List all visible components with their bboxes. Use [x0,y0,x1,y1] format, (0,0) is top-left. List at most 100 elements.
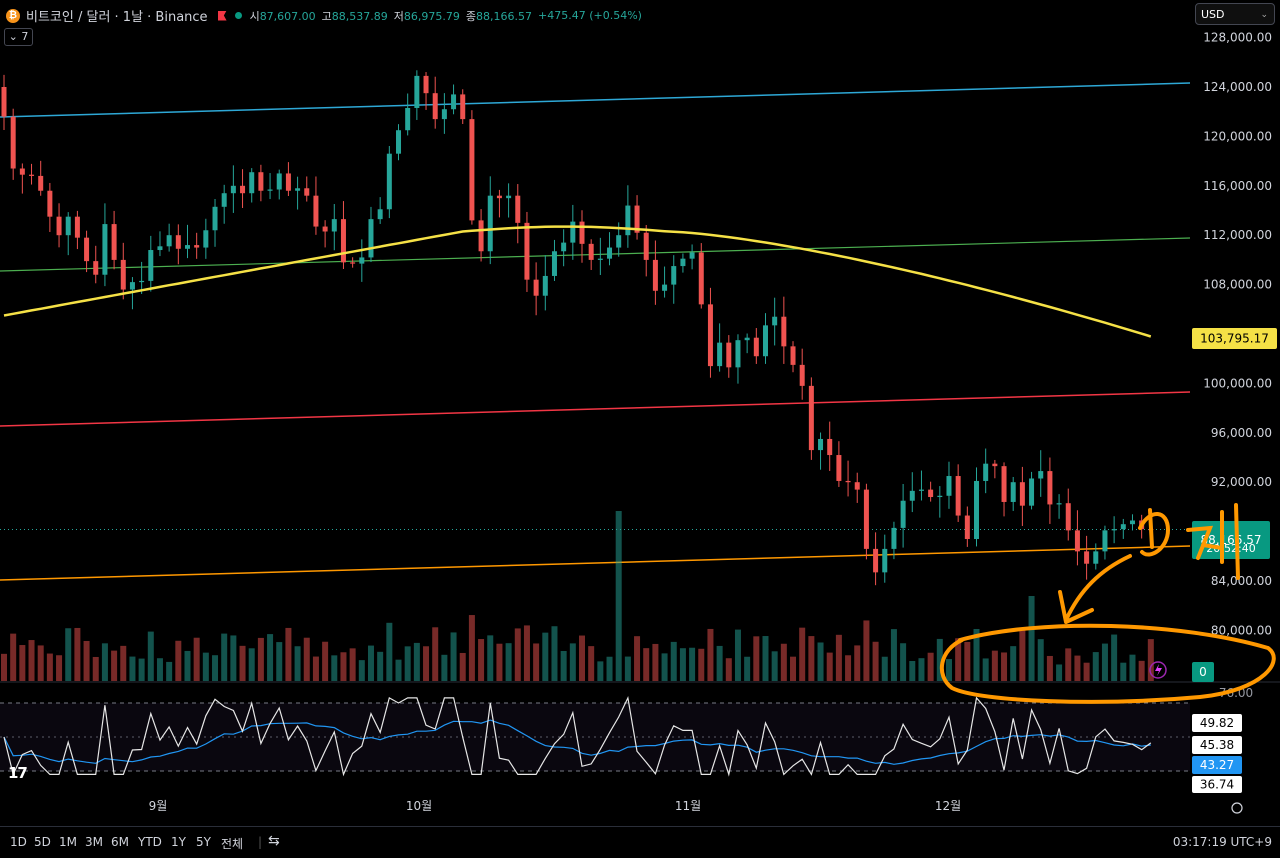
volume-bar [276,642,283,681]
candle-body [396,130,402,154]
period-ytd[interactable]: YTD [138,835,162,849]
volume-bar [294,646,301,681]
volume-bar [597,661,604,681]
period-1d[interactable]: 1D [10,835,27,849]
volume-bar [1111,634,1118,681]
candle-body [717,342,723,367]
collapse-indicators-button[interactable]: ⌄ 7 [4,28,33,46]
rsi-badge-3 [1192,756,1242,774]
candle-body [166,235,172,247]
candle-body [643,232,649,260]
volume-bar [955,638,962,681]
volume-bar [588,646,595,681]
candle-body [607,247,613,259]
volume-bar [1,653,7,681]
ma-price-badge-text: 103,795.17 [1200,332,1269,346]
volume-bar [890,629,897,681]
period-3m[interactable]: 3M [85,835,103,849]
volume-bar [349,648,356,681]
volume-bar [909,660,916,681]
volume-bar [716,645,723,681]
price-tick-label: 96,000.00 [1211,426,1272,440]
price-tick-label: 128,000.00 [1203,31,1272,45]
ma-line [3,225,1152,338]
period-1y[interactable]: 1Y [171,835,186,849]
candle-body [827,438,833,456]
candle-body [882,548,888,573]
candle-body [1065,503,1071,531]
candle-body [671,266,677,285]
candle-body [909,490,915,501]
volume-bar [762,636,769,681]
volume-bar [698,648,705,681]
volume-bar [377,651,384,681]
date-range-icon[interactable]: ⇆ [268,833,280,849]
period-5y[interactable]: 5Y [196,835,211,849]
volume-bar [854,645,861,681]
trendline-red [0,391,1191,427]
period-6m[interactable]: 6M [111,835,129,849]
candle-body [469,119,475,221]
volume-bar [340,652,347,681]
candle-body [368,219,374,258]
candle-body [1102,530,1108,552]
volume-bar [1129,654,1136,681]
price-tick-label: 92,000.00 [1211,475,1272,489]
volume-bar [863,620,870,681]
volume-bar [312,656,319,681]
period-5d[interactable]: 5D [34,835,51,849]
candle-body [423,75,429,94]
candle-body [918,489,924,491]
moving-average [3,225,1152,338]
candle-body [506,195,512,199]
candle-body [258,172,264,191]
candle-body [689,252,695,259]
volume-bar [166,661,173,681]
bitcoin-icon: ₿ [6,8,20,23]
candle-body [139,280,145,283]
candle-body [460,94,466,120]
candle-body [1019,482,1025,506]
lightning-icon[interactable] [1149,661,1167,679]
symbol-title[interactable]: 비트코인 / 달러 · 1날 · Binance [26,10,208,25]
countdown-text: 20:52:40 [1206,542,1255,555]
candle-body [441,109,447,120]
candle-body [414,75,420,108]
high-value: 88,537.89 [331,9,388,23]
price-tick-label: 80,000.00 [1211,623,1272,637]
candle-body [276,173,282,190]
candle-body [93,261,99,275]
candle-body [340,219,346,263]
volume-bar [441,654,448,681]
candle-body [762,325,768,357]
candle-body [836,455,842,481]
volume-bar [37,645,44,681]
candle-body [432,93,438,120]
open-value: 87,607.00 [259,9,316,23]
volume-bar [193,637,200,681]
settings-icon[interactable] [1231,802,1243,814]
volume-bar [881,656,888,681]
rsi-panel [0,681,1280,777]
volume-bar [395,659,402,681]
currency-select[interactable]: USD ⌄ [1195,3,1275,25]
period-all[interactable]: 전체 [221,837,244,851]
candle-body [808,385,814,451]
candle-body [304,188,310,196]
flag-icon[interactable] [217,10,227,21]
volume-bar [1147,639,1154,681]
candle-body [194,245,200,248]
candle-body [524,222,530,280]
volume-bar [101,643,108,681]
candle-body [451,94,457,110]
volume-bar [111,650,118,681]
candle-body [974,480,980,540]
candlesticks [1,70,1154,586]
period-1m[interactable]: 1M [59,835,77,849]
volume-bar [817,642,824,681]
candle-body [1056,503,1062,505]
volume-bar [551,626,558,681]
clock[interactable]: 03:17:19 UTC+9 [1172,835,1272,849]
volume-bar [991,650,998,681]
volume-bar [533,643,540,681]
